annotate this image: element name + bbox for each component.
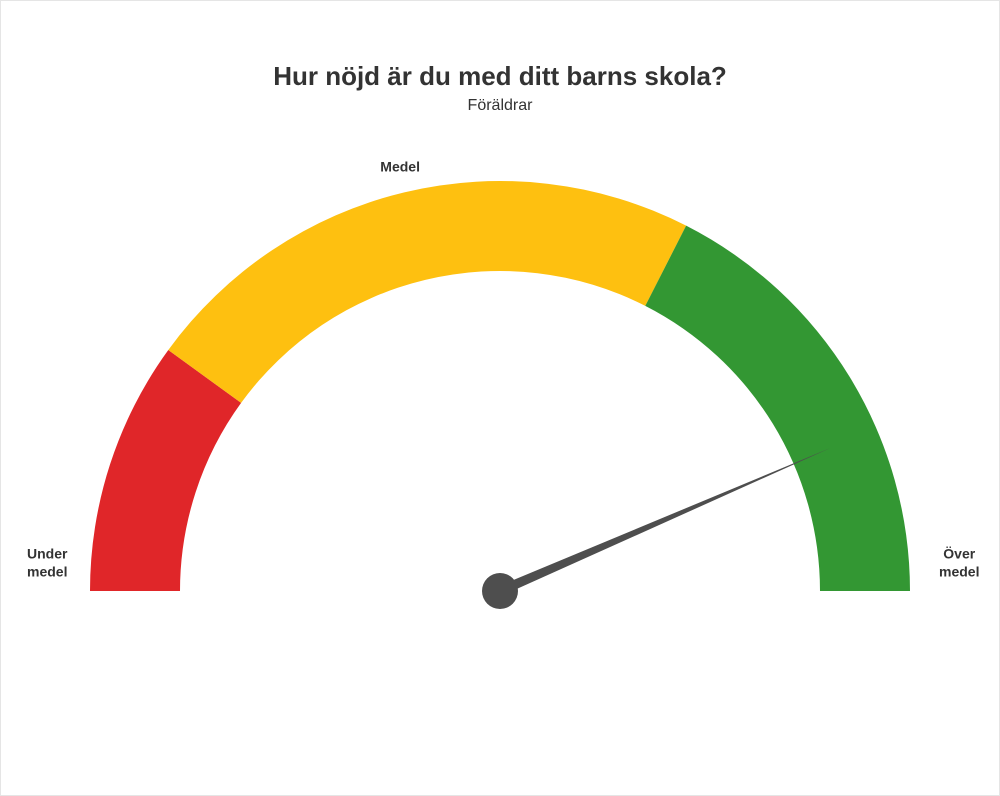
gauge-label-under: Under medel	[27, 546, 67, 581]
gauge-label-over: Över medel	[939, 546, 979, 581]
chart-title: Hur nöjd är du med ditt barns skola?	[1, 61, 999, 92]
gauge-hub	[482, 573, 518, 609]
chart-frame: Hur nöjd är du med ditt barns skola? För…	[0, 0, 1000, 796]
gauge-svg	[50, 151, 950, 621]
chart-subtitle: Föräldrar	[1, 97, 999, 115]
gauge	[50, 151, 950, 626]
gauge-needle	[498, 448, 830, 596]
gauge-label-medium: Medel	[380, 158, 420, 176]
